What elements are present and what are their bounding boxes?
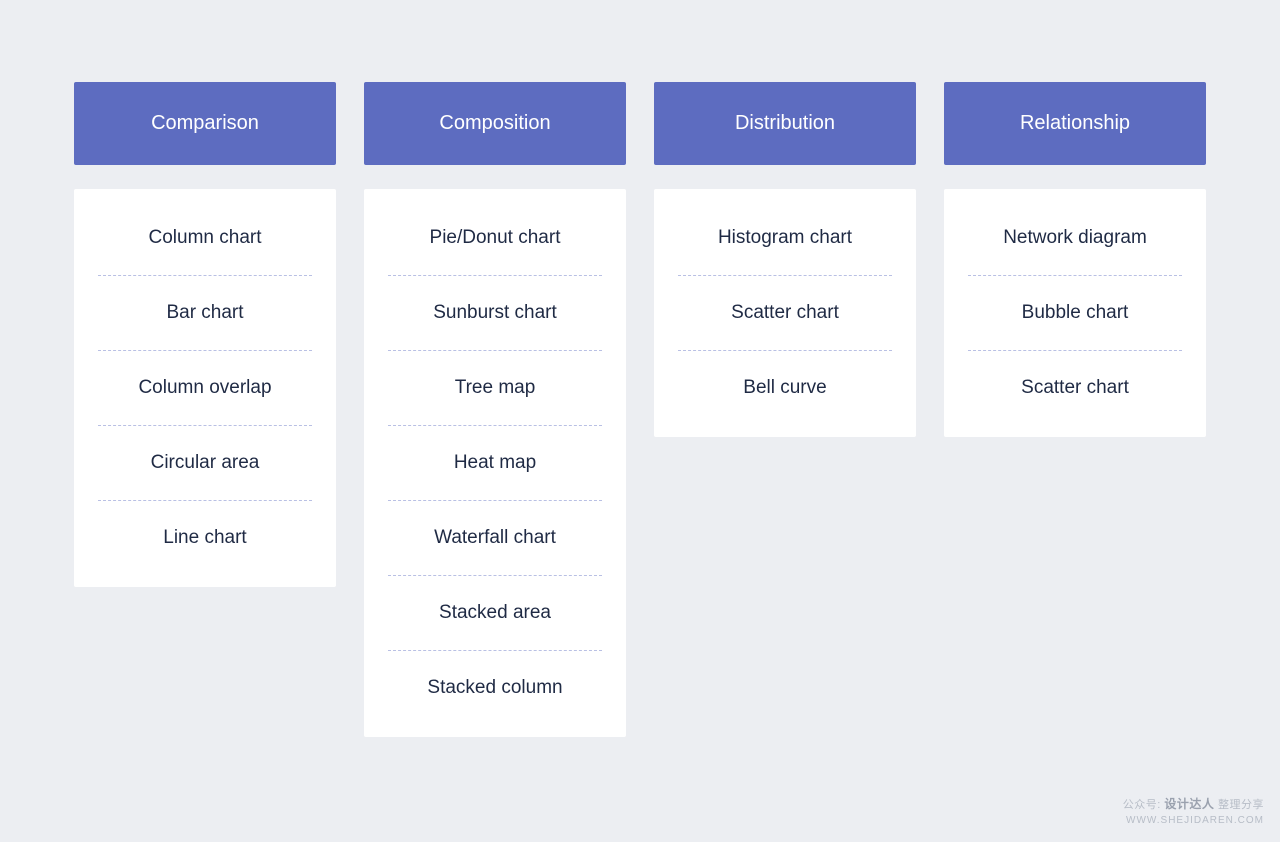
- column-header-distribution: Distribution: [654, 82, 916, 165]
- column-card-comparison: Column chart Bar chart Column overlap Ci…: [74, 189, 336, 587]
- list-item: Circular area: [98, 426, 312, 501]
- watermark: 公众号: 设计达人 整理分享 WWW.SHEJIDAREN.COM: [1123, 795, 1264, 829]
- list-item: Stacked area: [388, 576, 602, 651]
- list-item: Scatter chart: [968, 351, 1182, 425]
- list-item: Stacked column: [388, 651, 602, 725]
- list-item: Column overlap: [98, 351, 312, 426]
- watermark-suffix: 整理分享: [1214, 799, 1264, 811]
- list-item: Column chart: [98, 201, 312, 276]
- list-item: Histogram chart: [678, 201, 892, 276]
- list-item: Pie/Donut chart: [388, 201, 602, 276]
- list-item: Waterfall chart: [388, 501, 602, 576]
- column-header-composition: Composition: [364, 82, 626, 165]
- column-composition: Composition Pie/Donut chart Sunburst cha…: [364, 82, 626, 737]
- list-item: Bell curve: [678, 351, 892, 425]
- column-card-relationship: Network diagram Bubble chart Scatter cha…: [944, 189, 1206, 437]
- list-item: Sunburst chart: [388, 276, 602, 351]
- list-item: Line chart: [98, 501, 312, 575]
- list-item: Scatter chart: [678, 276, 892, 351]
- list-item: Bar chart: [98, 276, 312, 351]
- column-distribution: Distribution Histogram chart Scatter cha…: [654, 82, 916, 437]
- column-header-comparison: Comparison: [74, 82, 336, 165]
- column-header-relationship: Relationship: [944, 82, 1206, 165]
- list-item: Tree map: [388, 351, 602, 426]
- chart-type-grid: Comparison Column chart Bar chart Column…: [0, 0, 1280, 737]
- watermark-url: WWW.SHEJIDAREN.COM: [1123, 813, 1264, 828]
- column-comparison: Comparison Column chart Bar chart Column…: [74, 82, 336, 587]
- watermark-prefix: 公众号:: [1123, 799, 1165, 811]
- list-item: Network diagram: [968, 201, 1182, 276]
- list-item: Heat map: [388, 426, 602, 501]
- list-item: Bubble chart: [968, 276, 1182, 351]
- watermark-line1: 公众号: 设计达人 整理分享: [1123, 795, 1264, 814]
- column-relationship: Relationship Network diagram Bubble char…: [944, 82, 1206, 437]
- column-card-composition: Pie/Donut chart Sunburst chart Tree map …: [364, 189, 626, 737]
- watermark-brand: 设计达人: [1164, 797, 1214, 811]
- column-card-distribution: Histogram chart Scatter chart Bell curve: [654, 189, 916, 437]
